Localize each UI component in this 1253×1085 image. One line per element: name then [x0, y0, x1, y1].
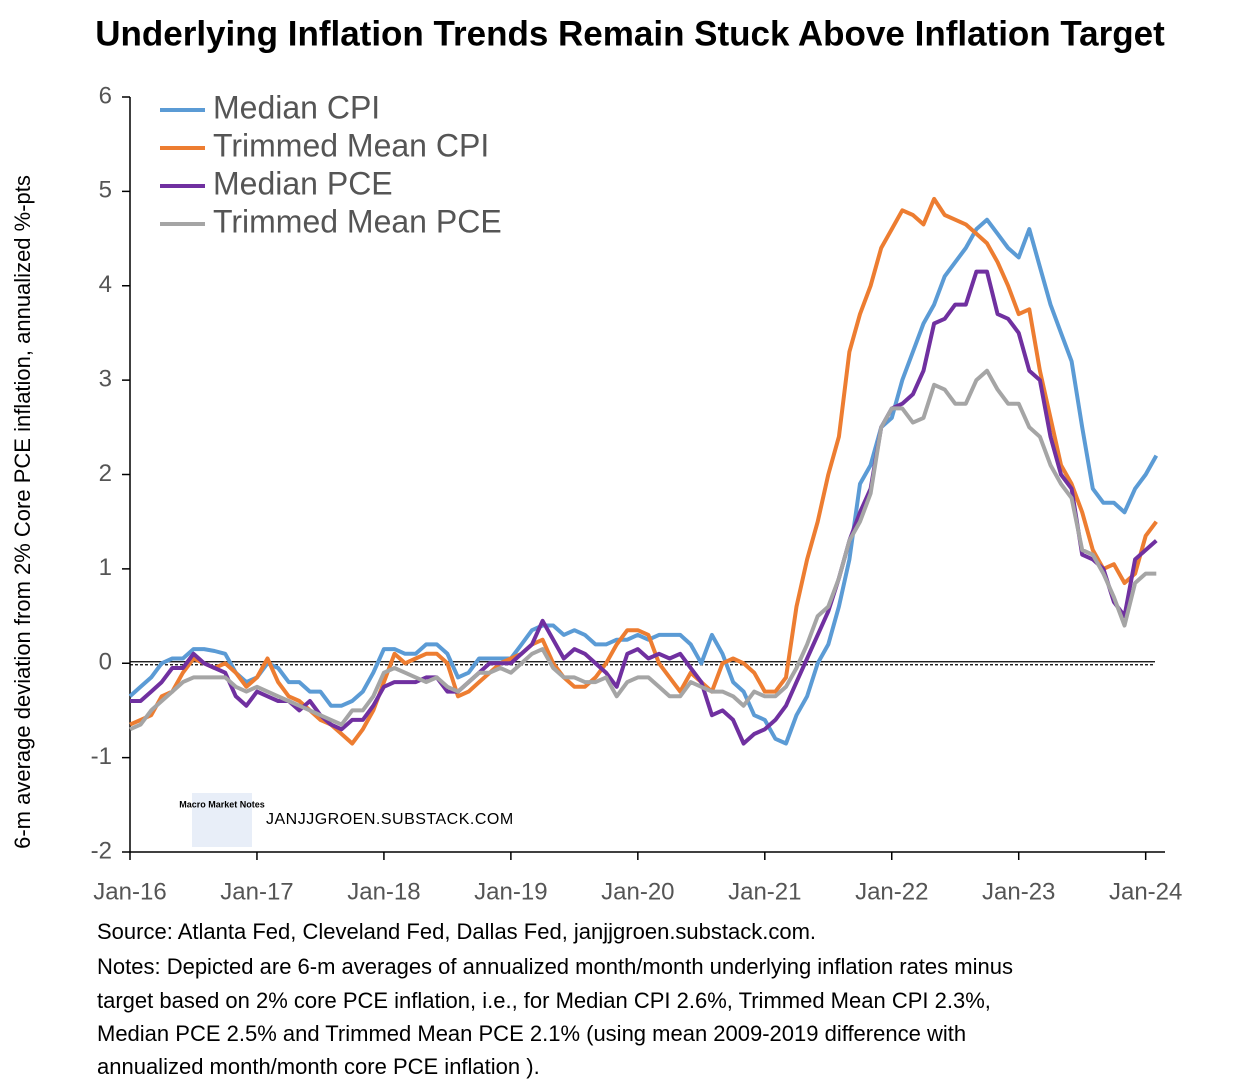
y-tick-label: -1: [91, 743, 112, 770]
y-tick-label: 4: [99, 271, 112, 298]
x-tick-label: Jan-22: [855, 878, 928, 905]
series-line: [130, 269, 1158, 746]
y-tick-label: 5: [99, 177, 112, 204]
source-note: Source: Atlanta Fed, Cleveland Fed, Dall…: [97, 919, 816, 944]
y-tick-label: -2: [91, 837, 112, 864]
y-tick-label: 3: [99, 365, 112, 392]
logo: [192, 793, 252, 847]
notes-line: Median PCE 2.5% and Trimmed Mean PCE 2.1…: [97, 1021, 966, 1046]
x-tick-label: Jan-23: [982, 878, 1055, 905]
notes-line: annualized month/month core PCE inflatio…: [97, 1054, 540, 1079]
y-tick-label: 1: [99, 554, 112, 581]
x-tick-label: Jan-20: [601, 878, 674, 905]
legend-label: Trimmed Mean CPI: [213, 127, 489, 163]
y-axis-label: 6-m average deviation from 2% Core PCE i…: [10, 175, 35, 849]
legend-label: Trimmed Mean PCE: [213, 203, 502, 239]
legend-label: Median PCE: [213, 165, 393, 201]
series-line: [129, 368, 1157, 732]
watermark: JANJJGROEN.SUBSTACK.COM: [266, 811, 514, 828]
y-tick-label: 2: [99, 460, 112, 487]
logo-text: Macro Market Notes: [179, 799, 265, 809]
y-tick-label: 0: [99, 649, 112, 676]
x-tick-label: Jan-16: [93, 878, 166, 905]
x-tick-label: Jan-19: [474, 878, 547, 905]
x-tick-label: Jan-21: [728, 878, 801, 905]
series-line: [129, 196, 1158, 746]
chart-title: Underlying Inflation Trends Remain Stuck…: [95, 14, 1165, 53]
x-tick-label: Jan-18: [347, 878, 420, 905]
notes-line: target based on 2% core PCE inflation, i…: [97, 988, 991, 1013]
x-tick-label: Jan-24: [1109, 878, 1182, 905]
x-tick-label: Jan-17: [220, 878, 293, 905]
series-line: [128, 217, 1159, 746]
legend-label: Median CPI: [213, 89, 380, 125]
notes-line: Notes: Depicted are 6-m averages of annu…: [97, 954, 1013, 979]
y-tick-label: 6: [99, 82, 112, 109]
